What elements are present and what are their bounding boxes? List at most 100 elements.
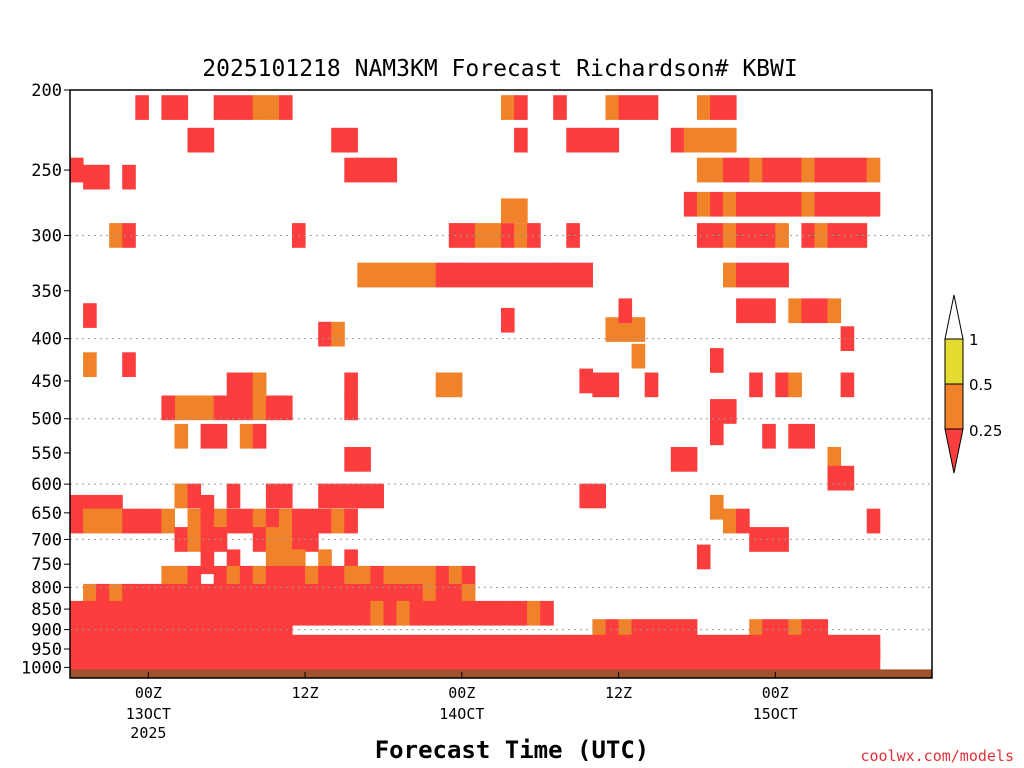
heatmap-cell <box>200 127 215 153</box>
plot-frame <box>69 89 933 679</box>
colorbar-segment <box>944 338 964 385</box>
heatmap-cell <box>187 483 202 509</box>
heatmap-cell <box>305 600 319 626</box>
heatmap-cell <box>853 191 868 217</box>
heatmap-cell <box>566 649 580 675</box>
heatmap-cell <box>540 649 554 675</box>
heatmap-cell <box>775 223 789 248</box>
y-axis-ticks: 200 250 300 350 400 450 500 550 600 650 700 750 8008… <box>21 81 70 678</box>
y-tick-label: 600 <box>31 475 62 495</box>
heatmap-cell <box>683 191 698 217</box>
heatmap-cell <box>239 423 254 449</box>
heatmap-cell <box>840 191 855 217</box>
heatmap-cell <box>527 649 541 675</box>
heatmap-cell <box>827 465 842 491</box>
heatmap-cell <box>187 527 202 552</box>
heatmap-cell <box>723 127 737 153</box>
heatmap-cell <box>566 223 580 248</box>
heatmap-cell <box>657 649 672 675</box>
heatmap-cell <box>239 95 254 120</box>
heatmap-cell <box>514 198 528 224</box>
heatmap-cell <box>226 508 241 534</box>
heatmap-cell <box>344 127 358 153</box>
heatmap-cell <box>723 95 737 120</box>
heatmap-cell <box>579 127 593 153</box>
heatmap-cell <box>605 372 620 398</box>
colorbar-label: 1 <box>969 331 979 349</box>
heatmap-cell <box>736 191 750 217</box>
heatmap-cell <box>710 223 724 248</box>
heatmap-cell <box>736 508 750 534</box>
heatmap-cell <box>279 395 293 421</box>
heatmap-cell <box>161 508 175 534</box>
colorbar-upper-arrow <box>944 294 964 340</box>
heatmap-cell <box>501 600 515 626</box>
heatmap-cell <box>226 395 241 421</box>
heatmap-cell <box>592 372 606 398</box>
y-tick-label: 750 <box>31 555 62 575</box>
heatmap-cell <box>174 423 189 449</box>
heatmap-cell <box>200 395 215 421</box>
heatmap-cell <box>239 372 254 398</box>
heatmap-cell <box>605 127 620 153</box>
heatmap-cell <box>344 649 358 675</box>
heatmap-cell <box>265 649 280 675</box>
heatmap-cell <box>566 127 580 153</box>
heatmap-cell <box>305 649 319 675</box>
heatmap-cell <box>723 157 737 183</box>
heatmap-cell <box>501 223 515 248</box>
heatmap-cell <box>683 127 698 153</box>
x-tick-date-label: 13OCT <box>126 705 171 723</box>
heatmap-cell <box>135 649 149 675</box>
heatmap-cell <box>788 298 802 324</box>
heatmap-cell <box>827 298 842 324</box>
heatmap-cell <box>736 649 750 675</box>
heatmap-cell <box>592 127 606 153</box>
heatmap-cell <box>279 483 293 509</box>
heatmap-cell <box>592 649 606 675</box>
heatmap-cell <box>435 649 450 675</box>
heatmap-cell <box>775 191 789 217</box>
heatmap-cell <box>840 223 855 248</box>
heatmap-cell <box>357 649 371 675</box>
y-tick-label: 450 <box>31 372 62 392</box>
heatmap-cell <box>200 494 215 520</box>
heatmap-cell <box>383 649 398 675</box>
heatmap-cell <box>618 298 633 324</box>
heatmap-cell <box>487 223 502 248</box>
heatmap-cell <box>762 649 776 675</box>
heatmap-cell <box>174 95 189 120</box>
y-tick-label: 200 <box>31 81 62 101</box>
heatmap-cell <box>710 157 724 183</box>
plot-area <box>70 95 932 678</box>
heatmap-cell <box>644 95 659 120</box>
heatmap-cell <box>487 600 502 626</box>
heatmap-cell <box>710 348 724 373</box>
heatmap-cell <box>344 508 358 534</box>
heatmap-cell <box>383 600 398 626</box>
heatmap-cell <box>448 600 463 626</box>
heatmap-cell <box>775 157 789 183</box>
heatmap-cell <box>344 372 358 398</box>
heatmap-cell <box>344 600 358 626</box>
heatmap-cell <box>265 483 280 509</box>
heatmap-cell <box>736 298 750 324</box>
heatmap-cell <box>148 649 162 675</box>
y-tick-label: 950 <box>31 640 62 660</box>
heatmap-cell <box>762 527 776 552</box>
x-axis-label: Forecast Time (UTC) <box>375 736 650 764</box>
heatmap-cell <box>318 649 332 675</box>
heatmap-cell <box>279 527 293 552</box>
heatmap-cell <box>148 508 162 534</box>
heatmap-cell <box>213 649 228 675</box>
heatmap-cell <box>122 352 136 377</box>
heatmap-cell <box>331 483 345 509</box>
heatmap-cell <box>631 649 646 675</box>
heatmap-cell <box>723 649 737 675</box>
heatmap-cell <box>749 527 763 552</box>
heatmap-cell <box>122 649 136 675</box>
heatmap-cell <box>344 157 358 183</box>
heatmap-cell <box>749 262 763 288</box>
heatmap-cell <box>696 127 711 153</box>
